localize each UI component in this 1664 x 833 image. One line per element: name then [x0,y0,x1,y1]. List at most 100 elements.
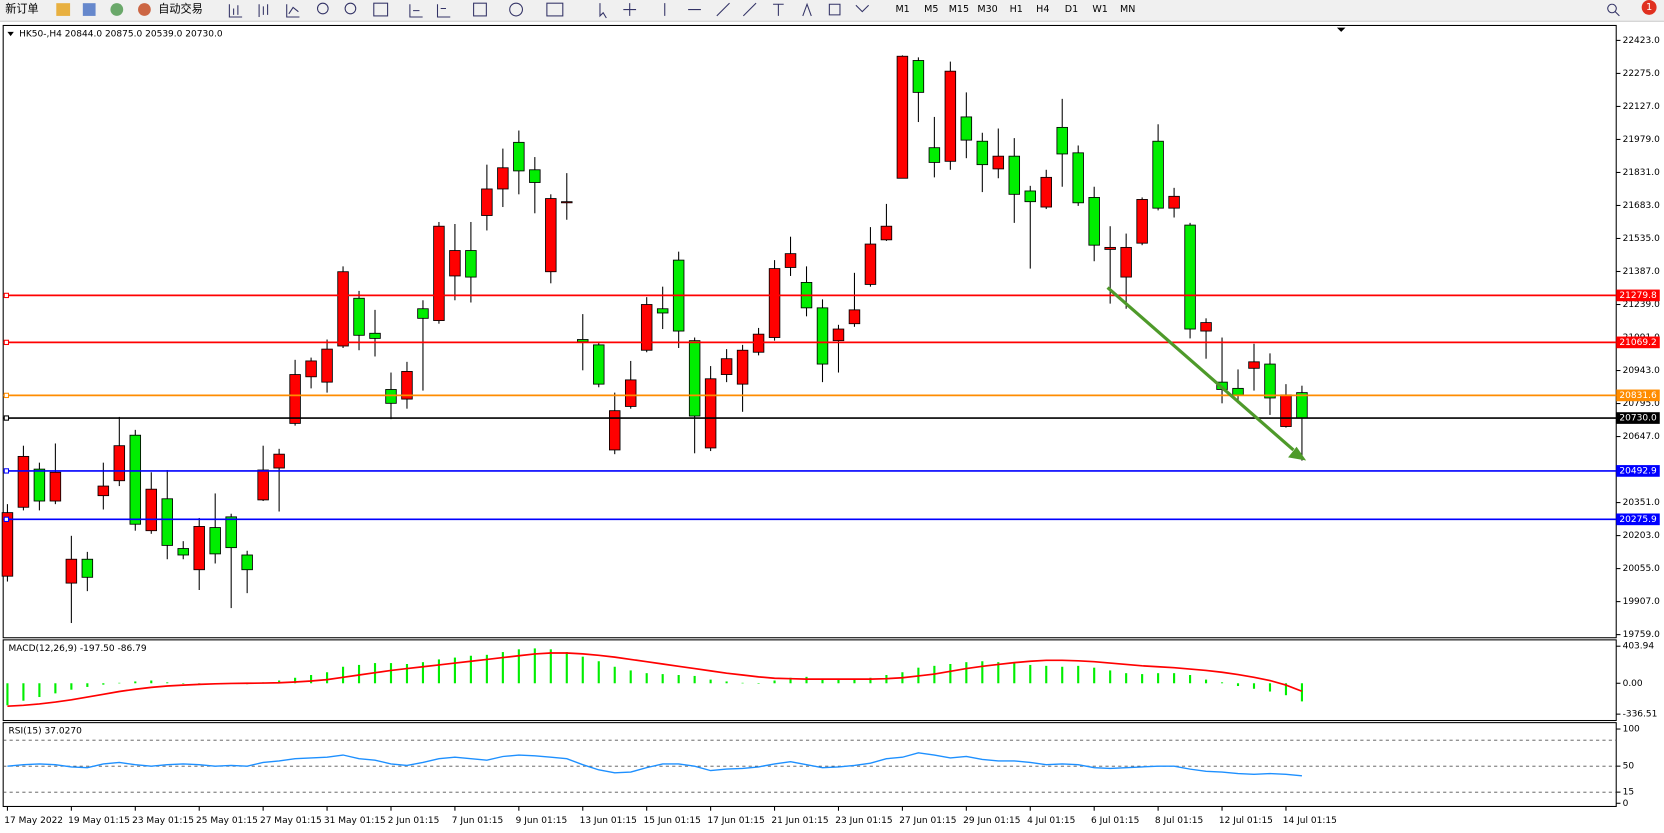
notification-badge[interactable] [1641,0,1657,15]
level-label: 20275.9 [1619,515,1657,525]
candle-body [337,271,349,347]
icon[interactable] [409,4,423,18]
notification-count[interactable]: 1 [1646,2,1652,13]
timeframe-button[interactable]: M30 [977,4,997,15]
candle-body [113,445,126,482]
x-tick-label: 21 Jun 01:15 [771,816,828,826]
macd-bar [341,666,345,684]
macd-bar [150,680,153,684]
macd-bar [118,682,121,684]
timeframe-button[interactable]: H4 [1036,4,1049,15]
x-tick-label: 19 May 01:15 [68,816,130,826]
level-label-bg [1616,465,1660,477]
icon[interactable] [509,2,523,17]
candle-body [1184,224,1196,330]
candle-body [97,485,110,497]
macd-bar [1013,663,1016,684]
candle-body [1168,195,1180,209]
icon[interactable] [473,2,487,17]
macd-bar [38,683,41,698]
icon[interactable] [546,2,564,17]
level-marker [3,392,10,399]
macd-bar [469,655,472,684]
y-tick-label: 20203.0 [1623,531,1661,541]
candle-body [720,358,733,375]
candle-body [497,167,509,190]
candle-body [1056,126,1068,155]
x-tick-label: 2 Jun 01:15 [388,816,440,826]
candle-body [848,309,861,325]
candle-body [289,374,301,424]
candle-body [624,379,637,407]
macd-bar [453,657,456,684]
macd-bar [1189,675,1192,684]
icon[interactable] [599,2,784,19]
candle-body [928,147,941,163]
icon[interactable] [82,3,96,16]
icon[interactable] [228,4,243,18]
candle-body [1296,392,1308,419]
candle-body [864,243,877,285]
timeframe-button[interactable]: M15 [949,4,969,15]
candle-body [465,250,477,278]
y-tick-label: 22423.0 [1623,36,1661,46]
auto-trading-button[interactable]: 自动交易 [158,2,203,16]
icon[interactable] [110,3,124,16]
macd-bar [1061,666,1064,684]
candle-body [161,498,173,546]
timeframe-button[interactable]: MN [1120,4,1135,15]
macd-bar [517,649,520,684]
candle-body [65,558,78,584]
level-label-bg [1616,389,1660,402]
timeframe-button[interactable]: H1 [1010,4,1023,15]
macd-bar [821,678,824,684]
y-tick-label: 20647.0 [1623,432,1661,442]
candle-body [704,378,717,449]
level-marker [3,516,10,522]
icon[interactable] [1607,3,1620,17]
timeframe-button[interactable]: M5 [924,4,938,15]
x-tick-label: 9 Jun 01:15 [516,816,568,826]
new-order-button[interactable]: 新订单 [5,2,38,16]
macd-bar [1045,665,1048,684]
timeframe-button[interactable]: M1 [895,4,909,15]
macd-bar [1141,674,1144,684]
macd-bar [70,683,73,690]
macd-bar [54,683,57,694]
candle-body [305,360,317,378]
icon[interactable] [56,3,71,16]
icon[interactable] [373,2,389,17]
timeframe-button[interactable]: W1 [1092,4,1108,15]
icon[interactable] [316,2,329,15]
y-tick-label: 22275.0 [1623,69,1661,79]
icon[interactable] [344,2,357,15]
x-tick-label: 4 Jul 01:15 [1027,816,1075,826]
icon[interactable] [436,4,451,18]
candle-body [640,304,653,351]
macd-panel [2,639,1617,722]
macd-bar [1093,667,1096,684]
y-tick-label: 0 [1623,799,1629,809]
x-tick-label: 27 Jun 01:15 [899,816,956,826]
level-label-bg [1616,336,1660,349]
y-tick-label: 15 [1623,788,1634,798]
icon[interactable] [258,4,269,17]
icon[interactable] [138,3,151,16]
macd-bar [581,656,584,684]
macd-bar [837,679,840,684]
icon[interactable] [286,4,300,18]
candle-body [1136,199,1148,244]
icon[interactable] [802,2,870,17]
candle-body [177,548,189,556]
y-tick-label: 403.94 [1623,642,1655,652]
candle-body [1232,387,1244,396]
legend-marker [7,31,14,37]
timeframe-button[interactable]: D1 [1065,4,1078,15]
macd-bar [437,659,440,684]
candle-body [880,225,893,241]
candle-body [1024,190,1036,203]
macd-bar [869,677,872,684]
candle-body [1264,363,1276,399]
macd-bar [597,661,600,684]
